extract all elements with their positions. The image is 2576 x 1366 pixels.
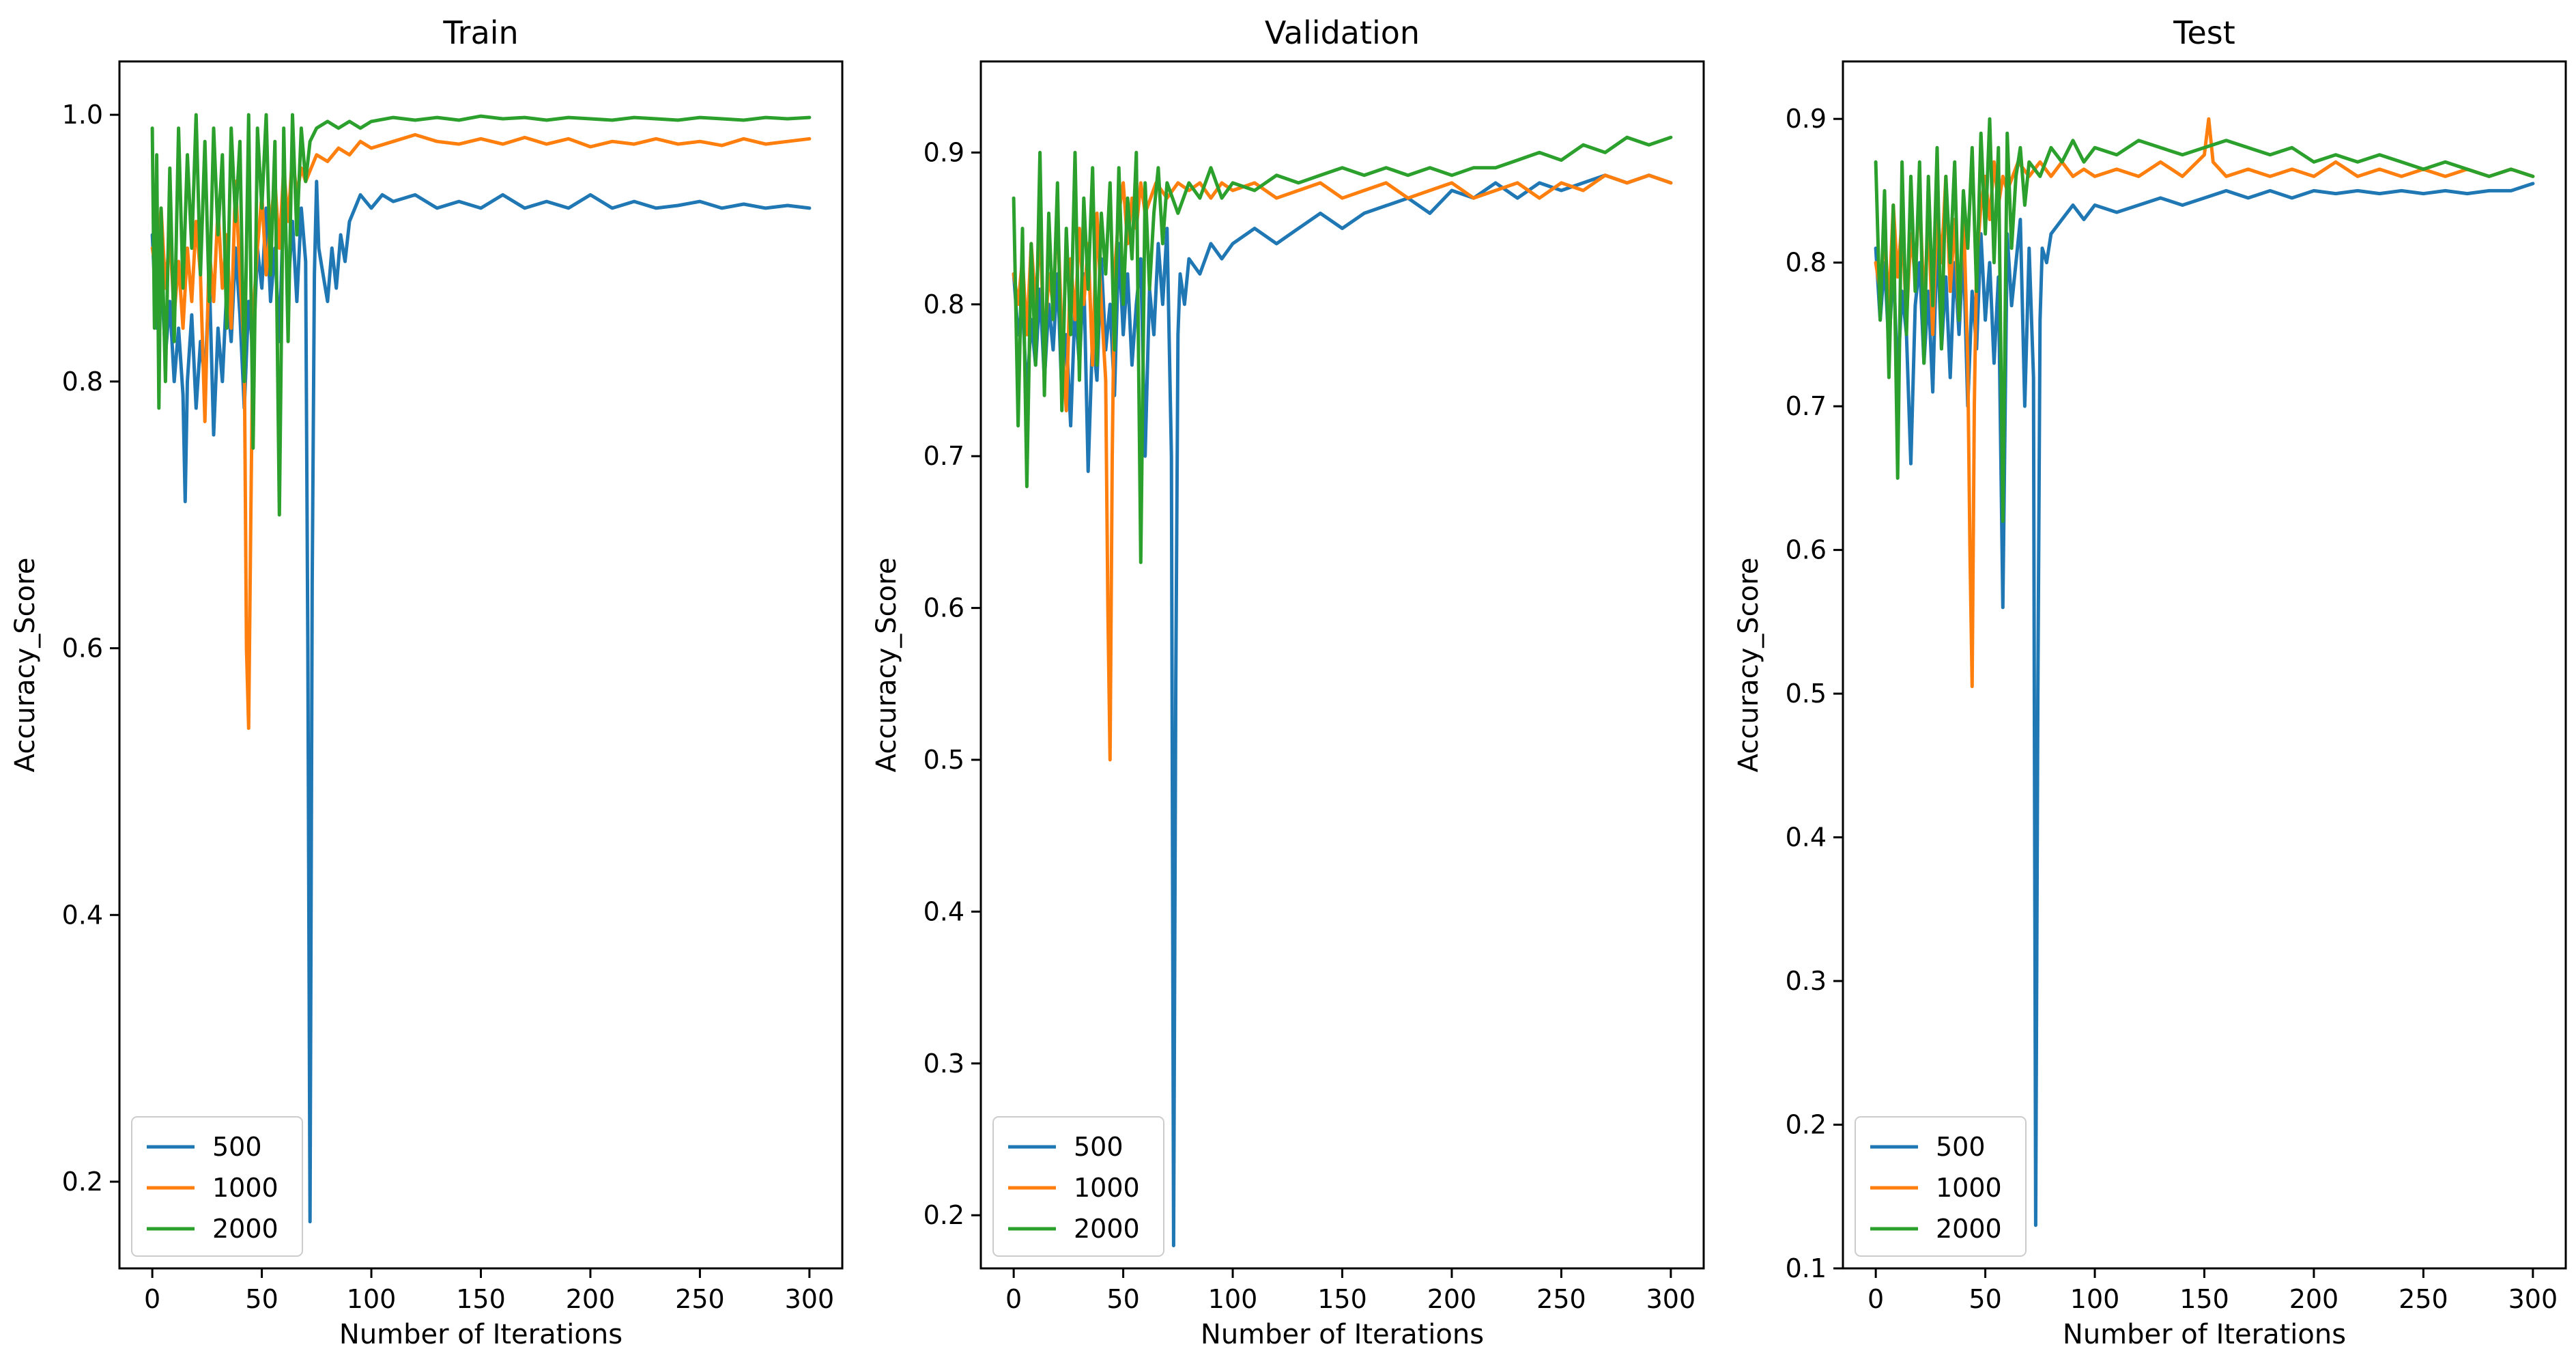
validation-x-axis-label: Number of Iterations	[1201, 1319, 1484, 1350]
test-x-axis-label: Number of Iterations	[2063, 1319, 2346, 1350]
validation-y-tick-label: 0.7	[924, 441, 964, 471]
train-plot-area	[150, 113, 812, 1224]
validation-y-tick-label: 0.5	[924, 745, 964, 775]
train-y-tick-label: 1.0	[62, 100, 103, 130]
test-x-tick-label: 150	[2179, 1284, 2229, 1314]
train-x-tick-label: 300	[785, 1284, 835, 1314]
validation-title: Validation	[1265, 14, 1420, 51]
train-y-tick-label: 0.6	[62, 634, 103, 664]
train-title: Train	[442, 14, 518, 51]
test-y-tick-label: 0.4	[1786, 823, 1827, 853]
train-x-axis-label: Number of Iterations	[339, 1319, 622, 1350]
validation-plot-area	[1012, 135, 1673, 1248]
validation-series-2000-line	[1012, 135, 1673, 565]
test-legend-label-500: 500	[1936, 1132, 1986, 1162]
test-plot-area	[1874, 117, 2535, 1227]
test-x-tick-label: 100	[2070, 1284, 2120, 1314]
validation-x-tick-label: 300	[1646, 1284, 1696, 1314]
test-series-2000-line	[1874, 117, 2535, 523]
train-legend-label-2000: 2000	[212, 1214, 278, 1244]
test-y-tick-label: 0.3	[1786, 966, 1827, 996]
validation-x-tick-label: 0	[1005, 1284, 1022, 1314]
validation-x-tick-label: 100	[1208, 1284, 1258, 1314]
test-legend-box	[1855, 1116, 2027, 1257]
validation-legend: 500 1000 2000	[992, 1116, 1164, 1257]
validation-legend-label-2000: 2000	[1074, 1214, 1140, 1244]
validation-legend-box	[992, 1116, 1164, 1257]
validation-y-tick-label: 0.8	[924, 289, 964, 319]
validation-panel: Validation 0 50 100 150 200 250 300 0.2 0.3 0.4 0.5…	[871, 14, 1705, 1350]
train-x-tick-label: 100	[347, 1284, 397, 1314]
train-series-2000-line	[150, 113, 812, 517]
validation-y-tick-label: 0.9	[924, 137, 964, 167]
test-legend: 500 1000 2000	[1855, 1116, 2027, 1257]
test-y-tick-label: 0.8	[1786, 248, 1827, 278]
validation-y-tick-label: 0.3	[924, 1049, 964, 1079]
test-y-tick-label: 0.9	[1786, 104, 1827, 134]
train-legend-label-1000: 1000	[212, 1173, 278, 1203]
train-series-500-line	[150, 180, 812, 1224]
train-y-tick-label: 0.8	[62, 367, 103, 397]
validation-y-tick-label: 0.2	[924, 1200, 964, 1230]
train-y-tick-label: 0.4	[62, 900, 103, 930]
test-y-axis-label: Accuracy_Score	[1733, 558, 1764, 773]
test-title: Test	[2173, 14, 2235, 51]
test-x-tick-label: 250	[2399, 1284, 2448, 1314]
train-x-tick-label: 50	[245, 1284, 278, 1314]
test-panel: Test 0 50 100 150 200 250 300 0.1 0.2 0.3 0.4 0.5 0.6…	[1733, 14, 2567, 1350]
validation-x-tick-label: 50	[1106, 1284, 1139, 1314]
test-x-tick-label: 50	[1969, 1284, 2001, 1314]
validation-x-tick-label: 150	[1317, 1284, 1367, 1314]
train-x-tick-label: 150	[456, 1284, 506, 1314]
test-y-tick-label: 0.5	[1786, 679, 1827, 709]
test-y-tick-label: 0.2	[1786, 1110, 1827, 1140]
validation-legend-label-1000: 1000	[1074, 1173, 1140, 1203]
test-x-tick-label: 300	[2508, 1284, 2558, 1314]
validation-y-tick-label: 0.4	[924, 896, 964, 926]
train-x-tick-label: 250	[675, 1284, 725, 1314]
train-y-tick-label: 0.2	[62, 1167, 103, 1197]
test-y-tick-label: 0.7	[1786, 391, 1827, 421]
train-x-tick-label: 0	[144, 1284, 160, 1314]
test-x-tick-label: 0	[1867, 1284, 1884, 1314]
test-x-tick-label: 200	[2289, 1284, 2339, 1314]
train-x-tick-label: 200	[566, 1284, 616, 1314]
train-legend-label-500: 500	[212, 1132, 262, 1162]
train-panel: Train 0 50 100 150 200 250 300 0.2 0.4 0.6 0.8 1.0 Nu…	[10, 14, 844, 1350]
test-y-tick-label: 0.6	[1786, 535, 1827, 565]
train-legend-box	[131, 1116, 303, 1257]
validation-legend-label-500: 500	[1074, 1132, 1124, 1162]
test-legend-label-2000: 2000	[1936, 1214, 2002, 1244]
validation-x-tick-label: 250	[1536, 1284, 1586, 1314]
validation-x-tick-label: 200	[1427, 1284, 1477, 1314]
validation-y-axis-label: Accuracy_Score	[871, 558, 902, 773]
validation-y-tick-label: 0.6	[924, 593, 964, 623]
test-y-tick-label: 0.1	[1786, 1253, 1827, 1283]
train-legend: 500 1000 2000	[131, 1116, 303, 1257]
train-y-axis-label: Accuracy_Score	[10, 558, 41, 773]
test-legend-label-1000: 1000	[1936, 1173, 2002, 1203]
